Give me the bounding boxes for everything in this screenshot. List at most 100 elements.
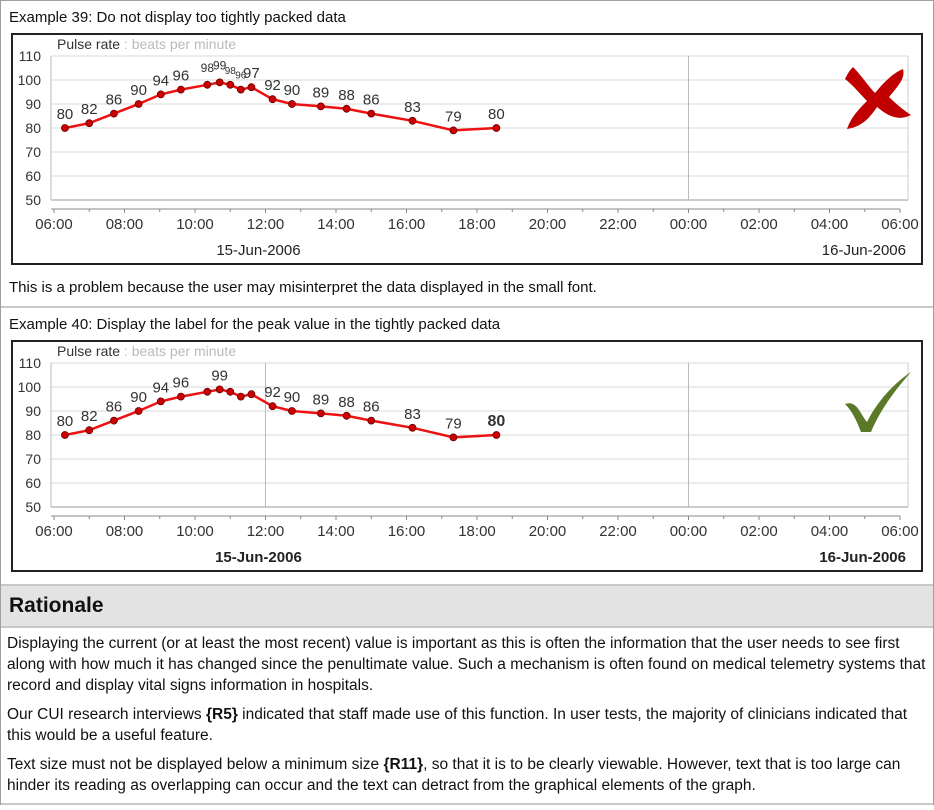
- x-tick-label: 10:00: [176, 216, 214, 233]
- data-label: 99: [213, 58, 227, 72]
- data-label: 96: [235, 71, 247, 82]
- x-tick-label: 18:00: [458, 216, 496, 233]
- y-tick-label: 90: [25, 96, 41, 112]
- chart-title: Pulse rate : beats per minute: [57, 36, 236, 52]
- x-tick-label: 02:00: [740, 216, 778, 233]
- data-point: [367, 416, 376, 425]
- date-label: 16-Jun-2006: [822, 242, 906, 259]
- example-40-section: Example 40: Display the label for the pe…: [1, 308, 933, 586]
- text: Text size must not be displayed below a …: [7, 756, 384, 773]
- x-tick-label: 20:00: [529, 216, 567, 233]
- data-point: [215, 78, 224, 87]
- data-point: [247, 390, 256, 399]
- x-tick-label: 16:00: [388, 216, 426, 233]
- y-tick-label: 70: [25, 451, 41, 467]
- data-point: [110, 109, 118, 118]
- data-label: 90: [130, 82, 147, 99]
- data-label: 98: [225, 66, 237, 77]
- x-tick-label: 04:00: [811, 216, 849, 233]
- data-point: [226, 387, 235, 396]
- data-point: [408, 423, 417, 432]
- data-point: [408, 116, 417, 125]
- data-point: [268, 402, 277, 411]
- chart-title-main: Pulse rate: [57, 343, 120, 359]
- data-label: 94: [152, 72, 169, 89]
- data-label: 82: [81, 408, 98, 425]
- rationale-body: Displaying the current (or at least the …: [1, 628, 933, 805]
- x-tick-label: 12:00: [247, 523, 285, 540]
- x-tick-label: 12:00: [247, 216, 285, 233]
- chart-subtitle: : beats per minute: [120, 343, 236, 359]
- data-point: [288, 407, 296, 415]
- data-label: 79: [445, 415, 462, 432]
- x-tick-label: 10:00: [176, 523, 214, 540]
- date-label: 15-Jun-2006: [215, 549, 302, 566]
- data-label: 83: [404, 406, 421, 423]
- x-tick-label: 06:00: [35, 216, 73, 233]
- data-label: 96: [173, 68, 190, 85]
- example-title: Example 40: Display the label for the pe…: [9, 316, 501, 333]
- x-tick-label: 22:00: [599, 216, 637, 233]
- reference-r5: {R5}: [205, 706, 238, 723]
- example-caption: This is a problem because the user may m…: [9, 279, 597, 296]
- data-point: [449, 126, 458, 135]
- data-label: 80: [487, 413, 505, 430]
- rationale-paragraph: Text size must not be displayed below a …: [1, 749, 933, 799]
- data-point: [236, 392, 245, 401]
- text: , so that it is to be clearly viewable. …: [7, 756, 901, 794]
- x-tick-label: 02:00: [740, 523, 778, 540]
- x-tick-label: 08:00: [106, 216, 144, 233]
- data-point: [342, 411, 351, 420]
- red-cross-icon: [845, 67, 911, 129]
- rationale-paragraph: Our CUI research interviews {R5} indicat…: [1, 699, 933, 749]
- data-point: [85, 426, 94, 435]
- date-label: 16-Jun-2006: [819, 549, 906, 566]
- rationale-heading: Rationale: [1, 586, 933, 628]
- data-point: [492, 124, 501, 132]
- data-label: 97: [243, 65, 260, 82]
- data-point: [176, 392, 185, 401]
- data-point: [367, 109, 376, 118]
- text: Our CUI research interviews: [7, 706, 206, 723]
- y-tick-label: 110: [19, 355, 42, 371]
- x-tick-label: 06:00: [881, 523, 919, 540]
- data-point: [316, 102, 325, 111]
- data-label: 83: [404, 99, 421, 116]
- data-label: 90: [130, 389, 147, 406]
- data-label: 86: [106, 92, 123, 109]
- date-label: 15-Jun-2006: [216, 242, 300, 259]
- example-39-section: Example 39: Do not display too tightly p…: [1, 1, 933, 308]
- y-tick-label: 110: [19, 48, 42, 64]
- y-tick-label: 100: [18, 72, 42, 88]
- data-point: [226, 80, 235, 89]
- example-title: Example 39: Do not display too tightly p…: [9, 9, 346, 26]
- y-tick-label: 50: [25, 499, 41, 515]
- data-point: [247, 83, 256, 92]
- y-tick-label: 60: [25, 475, 41, 491]
- data-label: 80: [488, 106, 505, 123]
- green-check-icon: [845, 372, 911, 432]
- data-point: [215, 385, 224, 394]
- data-point: [203, 387, 212, 396]
- data-point: [203, 80, 212, 89]
- rationale-paragraph: Displaying the current (or at least the …: [7, 635, 926, 694]
- x-tick-label: 08:00: [106, 523, 144, 540]
- data-label: 82: [81, 101, 98, 118]
- data-point: [156, 397, 165, 406]
- data-point: [449, 433, 458, 442]
- data-label: 90: [284, 82, 301, 99]
- x-tick-label: 18:00: [458, 523, 496, 540]
- pulse-rate-chart-good: Pulse rate : beats per minute 50 60 70 80 90 1…: [11, 340, 923, 572]
- pulse-rate-chart-bad: Pulse rate : beats per minute 50 60 70 80 90 1…: [11, 33, 923, 265]
- data-point: [176, 85, 185, 94]
- data-label: 88: [338, 87, 355, 104]
- data-point: [156, 90, 165, 99]
- chart-title: Pulse rate : beats per minute: [57, 343, 236, 359]
- data-point: [61, 124, 69, 132]
- y-tick-label: 70: [25, 144, 41, 160]
- data-label: 86: [363, 399, 380, 416]
- reference-r11: {R11}: [383, 756, 424, 773]
- data-point: [85, 119, 94, 128]
- y-tick-label: 100: [18, 379, 42, 395]
